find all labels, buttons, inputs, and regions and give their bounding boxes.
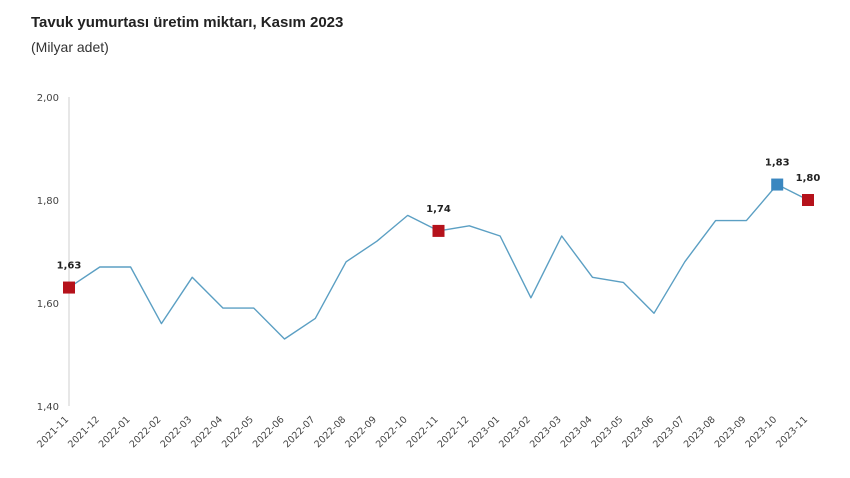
- x-tick-label: 2022-01: [97, 414, 133, 450]
- x-tick-label: 2023-04: [559, 414, 595, 450]
- x-tick-label: 2023-05: [590, 414, 626, 450]
- x-tick-label: 2021-12: [66, 414, 102, 450]
- data-label: 1,80: [796, 173, 821, 184]
- chart-title: Tavuk yumurtası üretim miktarı, Kasım 20…: [31, 14, 344, 31]
- x-tick-label: 2022-06: [251, 414, 287, 450]
- x-tick-label: 2022-11: [405, 414, 441, 450]
- x-tick-label: 2023-09: [713, 414, 749, 450]
- x-tick-label: 2022-04: [189, 414, 225, 450]
- x-tick-label: 2022-02: [128, 414, 164, 450]
- x-tick-label: 2023-01: [466, 414, 502, 450]
- data-label: 1,63: [57, 261, 82, 272]
- chart-subtitle: (Milyar adet): [31, 39, 109, 55]
- x-tick-label: 2022-10: [374, 414, 410, 450]
- x-tick-label: 2022-05: [220, 414, 256, 450]
- data-point-marker: [771, 178, 784, 191]
- x-tick-label: 2022-08: [312, 414, 348, 450]
- x-tick-label: 2023-08: [682, 414, 718, 450]
- x-tick-label: 2023-06: [620, 414, 656, 450]
- x-tick-label: 2021-11: [35, 414, 71, 450]
- data-point-marker: [63, 281, 75, 294]
- x-tick-label: 2023-03: [528, 414, 564, 450]
- y-tick-label: 1,80: [37, 196, 59, 207]
- x-tick-label: 2023-07: [651, 414, 687, 450]
- data-point-marker: [432, 224, 445, 237]
- x-tick-label: 2023-10: [743, 414, 779, 450]
- y-tick-label: 2,00: [37, 93, 59, 104]
- data-point-marker: [802, 194, 814, 206]
- x-tick-label: 2022-07: [282, 414, 318, 450]
- x-tick-label: 2022-03: [158, 414, 194, 450]
- x-tick-label: 2022-12: [436, 414, 472, 450]
- data-label: 1,83: [765, 158, 790, 169]
- data-label: 1,74: [426, 204, 451, 215]
- x-tick-label: 2022-09: [343, 414, 379, 450]
- x-tick-label: 2023-02: [497, 414, 533, 450]
- y-tick-label: 1,60: [37, 299, 59, 310]
- x-tick-label: 2023-11: [774, 414, 810, 450]
- y-tick-label: 1,40: [37, 402, 59, 413]
